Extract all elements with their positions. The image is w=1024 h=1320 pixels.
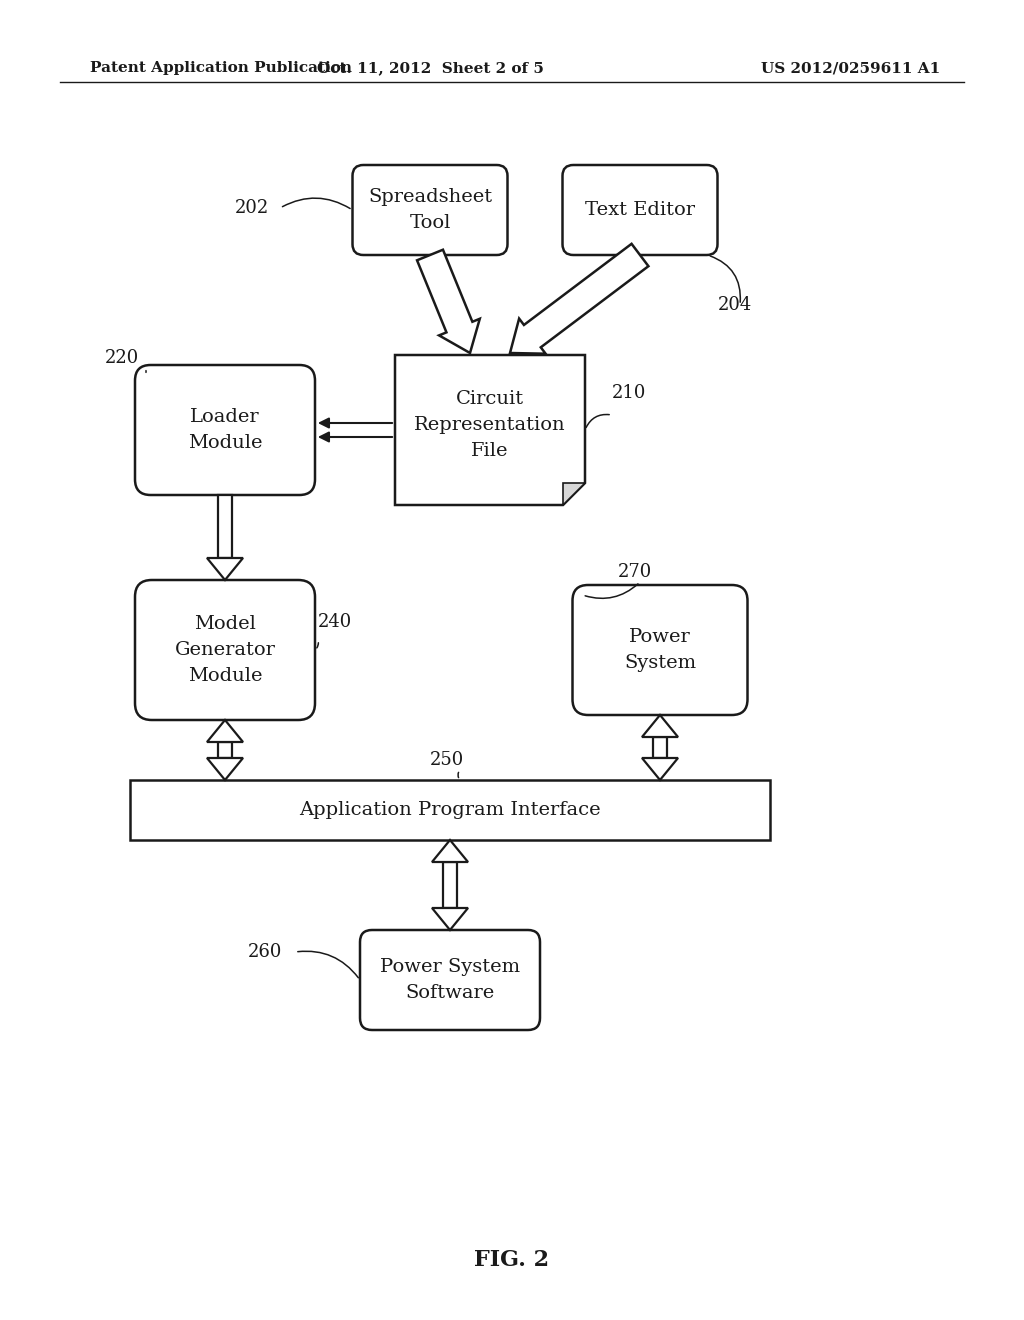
Text: 250: 250 xyxy=(430,751,464,770)
Text: Model
Generator
Module: Model Generator Module xyxy=(174,615,275,685)
FancyBboxPatch shape xyxy=(135,579,315,719)
Polygon shape xyxy=(432,908,468,931)
Polygon shape xyxy=(417,249,480,352)
Polygon shape xyxy=(207,758,243,780)
Polygon shape xyxy=(642,758,678,780)
Bar xyxy=(653,737,667,758)
Bar xyxy=(218,742,232,758)
FancyBboxPatch shape xyxy=(352,165,508,255)
Text: Text Editor: Text Editor xyxy=(585,201,695,219)
Text: 202: 202 xyxy=(234,199,269,216)
Polygon shape xyxy=(642,715,678,737)
Text: 240: 240 xyxy=(318,612,352,631)
Text: US 2012/0259611 A1: US 2012/0259611 A1 xyxy=(761,61,940,75)
Polygon shape xyxy=(207,719,243,742)
Text: 260: 260 xyxy=(248,942,283,961)
Text: 210: 210 xyxy=(612,384,646,403)
FancyBboxPatch shape xyxy=(360,931,540,1030)
Text: Application Program Interface: Application Program Interface xyxy=(299,801,601,818)
Bar xyxy=(443,862,457,908)
Polygon shape xyxy=(510,244,648,354)
Text: Loader
Module: Loader Module xyxy=(187,408,262,453)
Text: Power
System: Power System xyxy=(624,628,696,672)
Text: Circuit
Representation
File: Circuit Representation File xyxy=(414,389,566,461)
Polygon shape xyxy=(207,558,243,579)
Polygon shape xyxy=(395,355,585,506)
Text: 204: 204 xyxy=(718,296,753,314)
Text: Patent Application Publication: Patent Application Publication xyxy=(90,61,352,75)
FancyBboxPatch shape xyxy=(572,585,748,715)
Text: Power System
Software: Power System Software xyxy=(380,958,520,1002)
Bar xyxy=(218,495,232,558)
Polygon shape xyxy=(432,840,468,862)
Text: FIG. 2: FIG. 2 xyxy=(474,1249,550,1271)
Text: 220: 220 xyxy=(105,348,139,367)
Polygon shape xyxy=(563,483,585,506)
FancyBboxPatch shape xyxy=(562,165,718,255)
FancyBboxPatch shape xyxy=(135,366,315,495)
Text: Oct. 11, 2012  Sheet 2 of 5: Oct. 11, 2012 Sheet 2 of 5 xyxy=(316,61,544,75)
Text: Spreadsheet
Tool: Spreadsheet Tool xyxy=(368,187,493,232)
Bar xyxy=(130,780,770,840)
Text: 270: 270 xyxy=(618,564,652,581)
